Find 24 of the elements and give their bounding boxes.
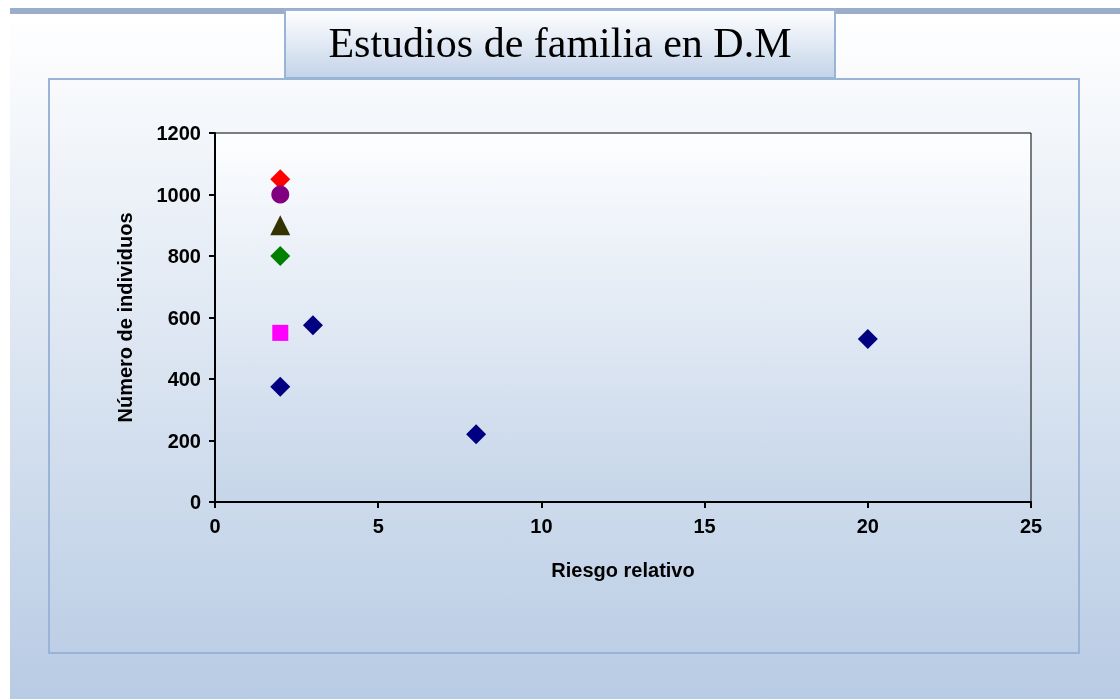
point (270, 376, 291, 397)
point (270, 246, 291, 266)
x-tick-label: 5 (372, 515, 384, 537)
x-tick-label: 15 (693, 515, 716, 537)
y-tick-label: 1200 (156, 122, 201, 144)
point (271, 185, 290, 204)
point (857, 329, 878, 350)
y-tick-label: 600 (167, 306, 201, 329)
y-tick-label: 0 (189, 491, 201, 513)
y-tick-label: 400 (167, 368, 201, 390)
x-tick-label: 25 (1019, 515, 1043, 537)
point (302, 315, 323, 336)
chart-title: Estudios de familia en D.M (328, 20, 792, 66)
y-axis-title: Número de individuos (114, 212, 136, 423)
y-tick-label: 800 (167, 245, 201, 267)
y-tick-label: 200 (167, 429, 201, 452)
x-tick-label: 10 (530, 515, 553, 537)
point (270, 215, 291, 236)
x-axis-title: Riesgo relativo (551, 559, 695, 581)
x-tick-label: 20 (856, 515, 879, 537)
x-tick-label: 0 (209, 515, 221, 537)
y-tick-label: 1000 (156, 183, 201, 206)
point (466, 424, 487, 445)
point (272, 324, 289, 341)
